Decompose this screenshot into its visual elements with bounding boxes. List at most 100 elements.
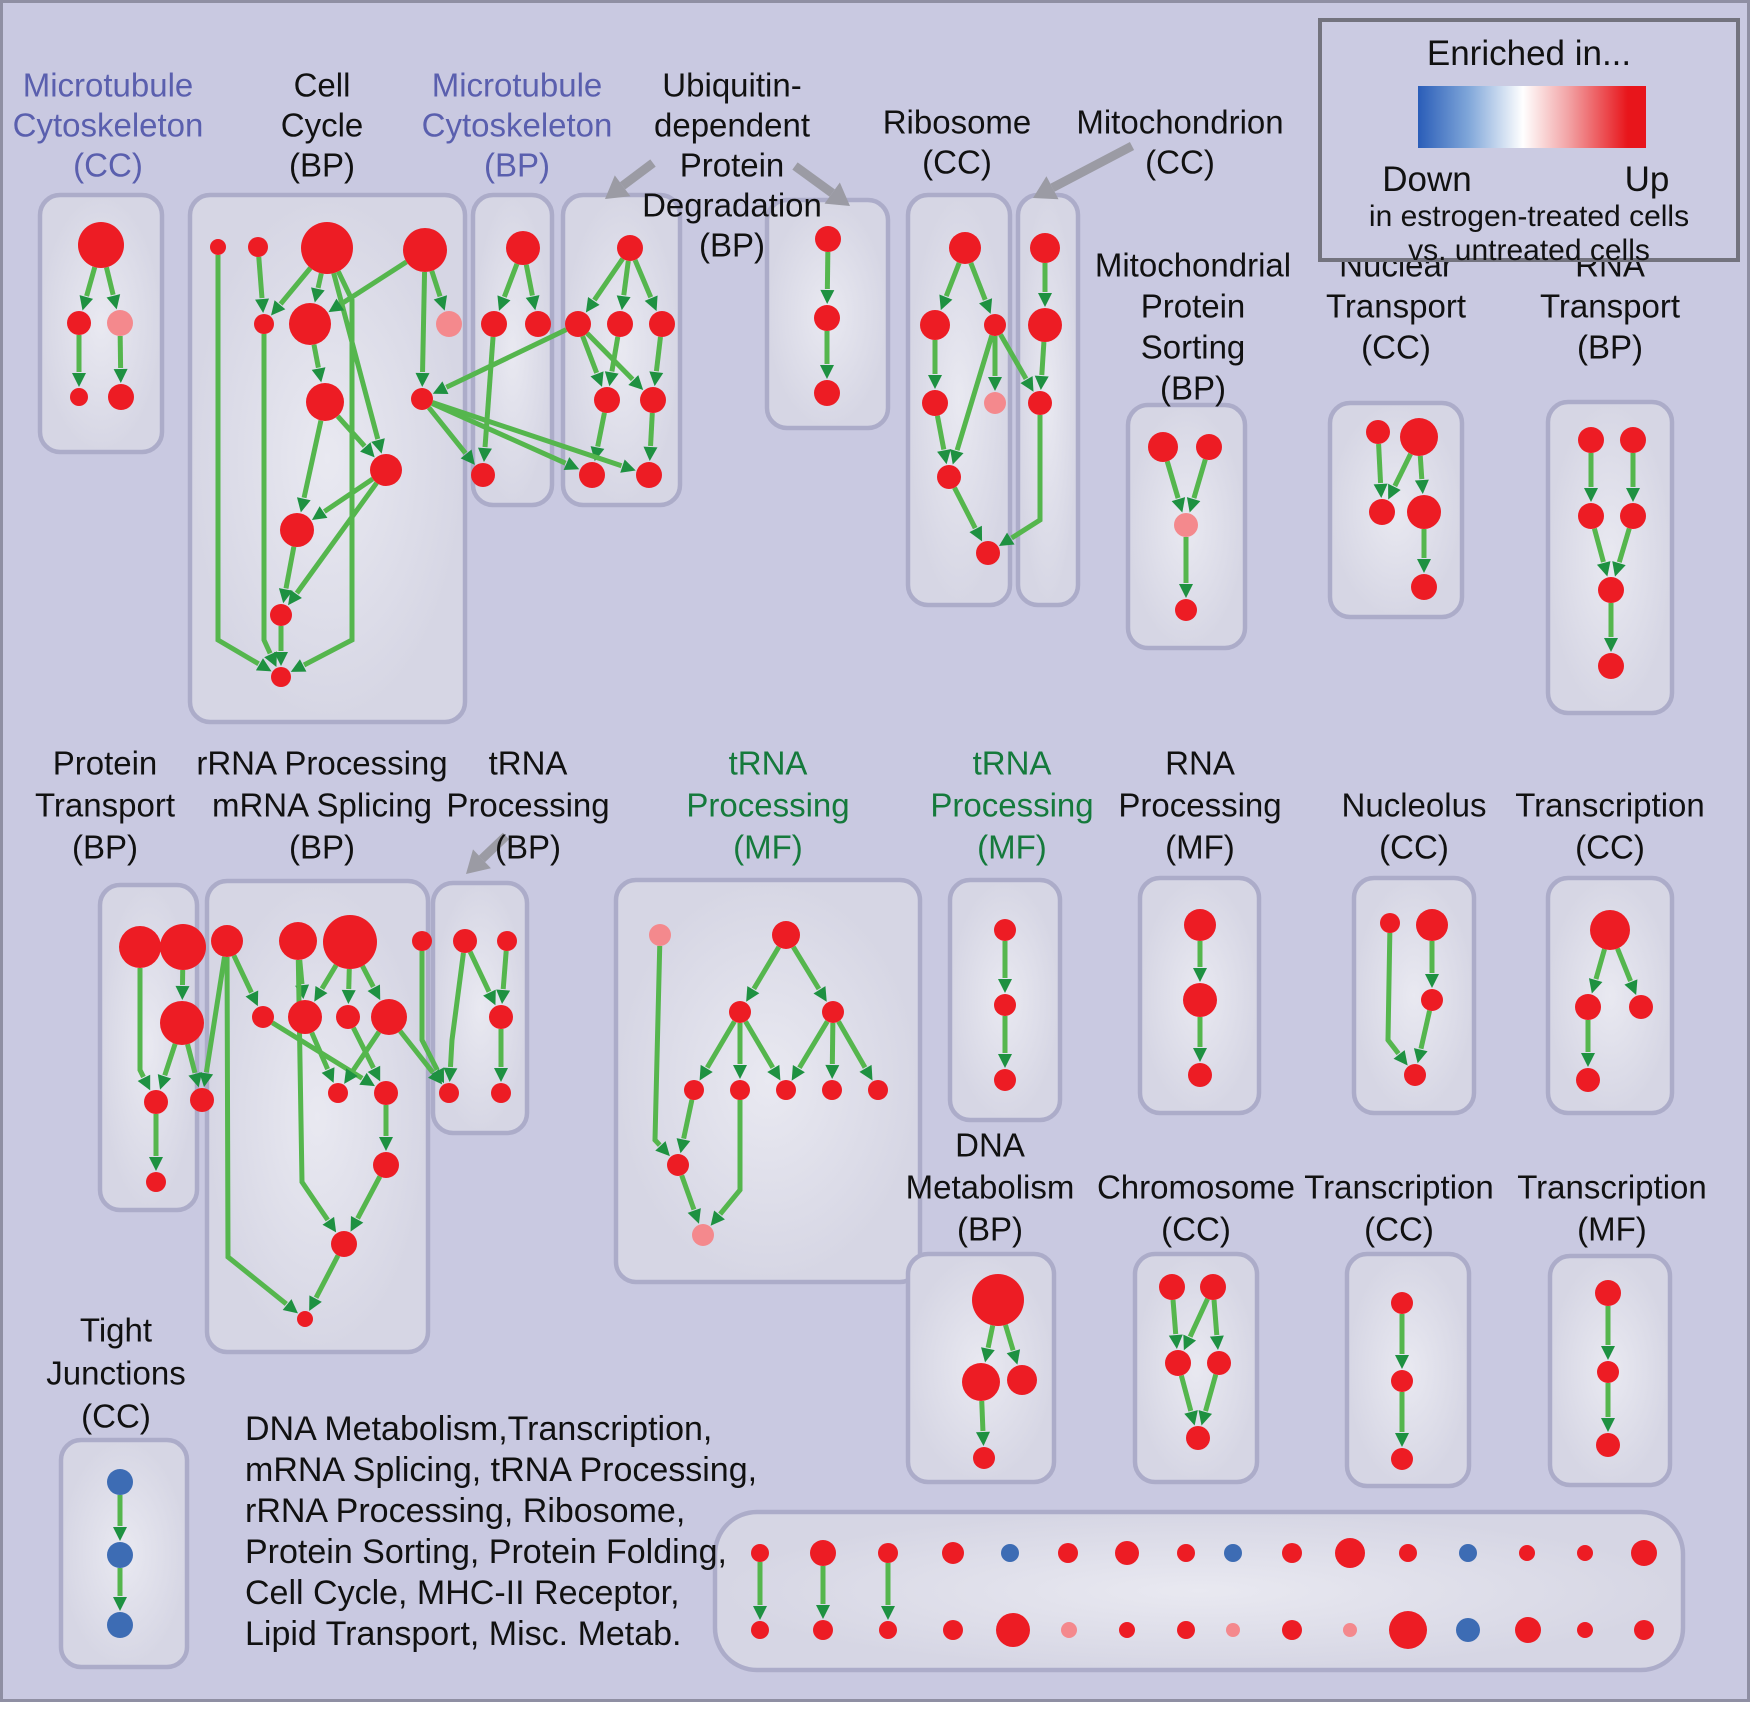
go-term-node [453, 929, 477, 953]
go-term-node [972, 1274, 1024, 1326]
edge-arrowhead [816, 1605, 830, 1619]
edge-arrowhead [1179, 584, 1193, 598]
cluster-label-pt: (BP) [72, 829, 138, 866]
edge-arrowhead [1604, 638, 1618, 652]
cluster-box-mtcc [37, 192, 165, 455]
go-term-node [248, 237, 268, 257]
go-term-node [371, 999, 407, 1035]
edge-arrowhead [79, 295, 94, 311]
go-term-node [78, 222, 124, 268]
go-term-node [1028, 391, 1052, 415]
go-term-node [336, 1005, 360, 1029]
legend-subtitle-2: vs. untreated cells [1408, 234, 1650, 267]
edge-line [1385, 932, 1401, 1056]
cluster-label-chr: (CC) [1161, 1211, 1231, 1248]
edge-line [467, 950, 492, 993]
go-term-node [1459, 1544, 1477, 1562]
go-term-node [692, 1224, 714, 1246]
edge-line [231, 954, 254, 994]
edge-line [1392, 452, 1413, 488]
cluster-box-misc [712, 1509, 1686, 1673]
go-term-node [1380, 913, 1400, 933]
go-term-node [1196, 434, 1222, 460]
go-term-node [565, 311, 591, 337]
edge-line [1203, 1373, 1219, 1412]
edge-line [346, 968, 352, 990]
edge-line [1616, 527, 1632, 563]
go-term-node [667, 1154, 689, 1176]
go-term-node [279, 922, 317, 960]
cluster-label-dnam: Metabolism [906, 1169, 1075, 1206]
edge-line [1376, 443, 1384, 484]
edge-arrowhead [113, 1527, 127, 1541]
cluster-label-tmf1: Processing [686, 787, 849, 824]
go-term-node [1620, 503, 1646, 529]
edge-arrowhead [314, 985, 328, 1002]
edge-line [350, 1030, 382, 1073]
go-term-node [210, 239, 226, 255]
cluster-box-nuc [1351, 875, 1477, 1116]
go-term-node [1188, 1063, 1212, 1087]
go-term-node [868, 1080, 888, 1100]
cluster-label-mps: Sorting [1141, 329, 1246, 366]
edge-arrowhead [371, 438, 385, 454]
edge-arrowhead [360, 442, 375, 458]
go-term-node [984, 392, 1006, 414]
annotation-arrowhead [1033, 176, 1059, 200]
annotation-arrow [619, 159, 656, 190]
cluster-label-nt: Transport [1326, 288, 1466, 325]
go-term-node [1174, 513, 1198, 537]
go-term-node [288, 1000, 322, 1034]
edge-arrowhead [1417, 559, 1431, 573]
go-term-node [67, 311, 91, 335]
cluster-label-cc: (BP) [289, 147, 355, 184]
go-term-node [146, 1172, 166, 1192]
edge-arrowhead [969, 525, 983, 542]
edge-arrowhead [311, 367, 326, 383]
edge-line [1418, 1010, 1433, 1050]
go-term-node [1165, 1350, 1191, 1376]
edge-arrowhead [1186, 497, 1201, 513]
go-term-node [994, 919, 1016, 941]
edge-arrowhead [825, 1064, 840, 1080]
edge-line [335, 414, 367, 448]
go-term-node [1226, 1623, 1240, 1637]
edge-line [311, 344, 321, 369]
cluster-box-chr [1132, 1251, 1260, 1485]
edge-arrowhead [710, 1210, 725, 1226]
go-term-node [1407, 495, 1441, 529]
edge-line [295, 959, 330, 1222]
edge-arrowhead [1612, 561, 1626, 577]
edge-arrowhead [255, 658, 272, 672]
go-term-node [306, 383, 344, 421]
go-term-node [373, 1152, 399, 1178]
go-term-node [412, 931, 432, 951]
edge-line [1191, 458, 1208, 499]
go-term-node [270, 604, 292, 626]
go-term-node [1596, 1433, 1620, 1457]
go-term-node [1366, 420, 1390, 444]
cluster-label-tcc3: (CC) [1364, 1211, 1434, 1248]
go-term-node [1597, 1361, 1619, 1383]
go-term-node [1598, 653, 1624, 679]
cluster-box-rnat [1545, 399, 1675, 716]
edge-arrowhead [746, 986, 760, 1002]
edge-line [283, 546, 297, 589]
cluster-label-mps: (BP) [1160, 370, 1226, 407]
edge-arrowhead [767, 1064, 781, 1081]
edge-line [791, 945, 822, 991]
go-term-node [119, 926, 161, 968]
cluster-label-tbp: tRNA [489, 745, 568, 782]
edge-arrowhead [271, 300, 286, 316]
edge-arrowhead [699, 1064, 713, 1081]
cluster-label-tj: (CC) [81, 1398, 151, 1435]
go-term-node [1224, 1544, 1242, 1562]
go-term-node [411, 388, 433, 410]
edge-line [985, 1324, 996, 1349]
edge-arrowhead [477, 447, 492, 463]
cluster-box-tcc2 [1545, 875, 1675, 1116]
cluster-label-dnam: (BP) [957, 1211, 1023, 1248]
go-term-node [1456, 1618, 1480, 1642]
edge-arrowhead [950, 449, 964, 465]
edge-line [185, 1043, 198, 1074]
